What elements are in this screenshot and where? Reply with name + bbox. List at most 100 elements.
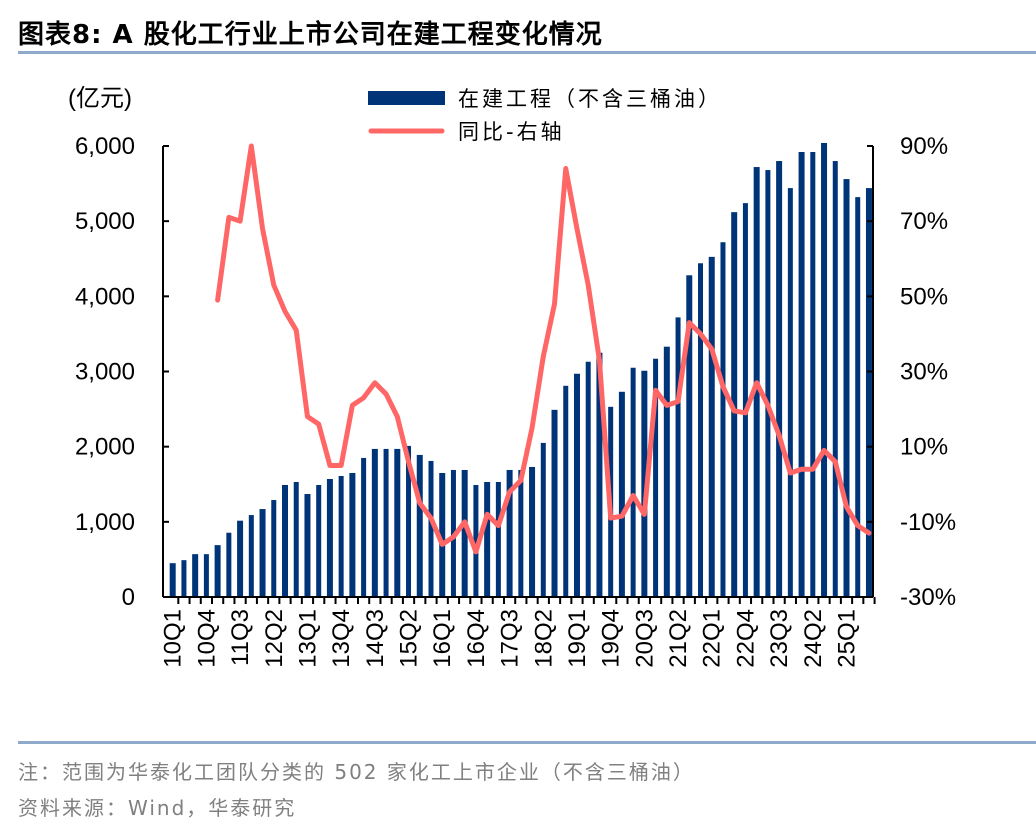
bar: [461, 469, 468, 597]
bar: [776, 161, 783, 598]
bar: [787, 188, 793, 598]
legend-line-label: 同比-右轴: [458, 120, 565, 144]
bar: [686, 275, 693, 597]
bar: [181, 560, 187, 597]
x-tick-label: 21Q2: [665, 609, 692, 668]
bar: [416, 454, 423, 597]
y-tick-label: 5,000: [75, 208, 135, 235]
bar: [720, 242, 726, 598]
bar: [518, 469, 524, 597]
y-axis-unit-label: (亿元): [68, 85, 132, 112]
x-tick-label: 13Q4: [328, 609, 355, 668]
bar: [731, 212, 738, 597]
bar: [663, 346, 670, 597]
x-tick-label: 16Q1: [429, 609, 456, 668]
bar: [573, 373, 580, 597]
y-tick-label: 6,000: [75, 133, 135, 160]
y2-tick-label: 30%: [900, 359, 948, 386]
bar: [529, 466, 536, 597]
bar: [821, 142, 828, 597]
x-tick-label: 13Q1: [294, 609, 321, 668]
x-tick-label: 23Q3: [766, 609, 793, 668]
x-tick-label: 19Q4: [598, 609, 625, 668]
bar: [473, 485, 479, 597]
x-tick-label: 11Q3: [227, 609, 254, 666]
bar: [843, 179, 850, 597]
bar: [596, 352, 603, 597]
bar: [484, 481, 491, 597]
bar: [226, 532, 232, 597]
bar: [361, 457, 367, 597]
bar: [585, 361, 591, 597]
bar: [304, 494, 311, 597]
bar: [282, 485, 288, 597]
y2-tick-label: 50%: [900, 283, 948, 310]
bar: [248, 515, 254, 597]
legend-bar-label: 在建工程（不含三桶油）: [458, 87, 722, 111]
bar: [495, 481, 501, 597]
bar: [551, 409, 558, 597]
footnote: 注：范围为华泰化工团队分类的 502 家化工上市企业（不含三桶油）: [18, 760, 695, 784]
x-tick-label: 22Q1: [699, 609, 726, 668]
bar: [765, 170, 771, 597]
bar: [383, 448, 389, 597]
bar: [630, 367, 636, 597]
bar: [618, 391, 625, 597]
bar: [832, 161, 838, 598]
x-tick-label: 15Q2: [396, 609, 423, 668]
x-tick-label: 10Q4: [193, 609, 220, 668]
bar: [293, 481, 299, 597]
bar: [865, 188, 872, 598]
x-tick-label: 10Q1: [160, 609, 187, 668]
legend-bar-swatch: [368, 91, 445, 105]
x-tick-label: 20Q3: [631, 609, 658, 668]
bar: [349, 472, 356, 597]
bar: [540, 442, 546, 597]
x-tick-label: 24Q2: [800, 609, 827, 668]
bar: [214, 545, 221, 597]
bar: [406, 445, 412, 597]
bar: [203, 554, 209, 597]
x-tick-label: 12Q2: [261, 609, 288, 668]
bar: [394, 448, 401, 597]
bar: [698, 263, 704, 597]
bar: [316, 485, 322, 597]
bar: [742, 203, 748, 598]
x-tick-label: 16Q4: [463, 609, 490, 668]
title-divider: [18, 51, 1036, 54]
y-tick-label: 0: [122, 584, 135, 611]
chart-title: 图表8: A 股化工行业上市公司在建工程变化情况: [18, 20, 603, 50]
y2-tick-label: 10%: [900, 434, 948, 461]
y2-tick-label: -10%: [900, 509, 956, 536]
bar: [563, 385, 569, 597]
bar: [428, 460, 434, 597]
legend: 在建工程（不含三桶油） 同比-右轴: [368, 87, 722, 144]
bar: [653, 358, 659, 597]
y-tick-label: 3,000: [75, 359, 135, 386]
x-tick-label: 17Q3: [497, 609, 524, 668]
bar: [271, 500, 277, 597]
x-tick-label: 14Q3: [362, 609, 389, 668]
y-tick-label: 4,000: [75, 283, 135, 310]
y2-tick-label: 70%: [900, 208, 948, 235]
bar: [641, 370, 648, 597]
y-tick-label: 1,000: [75, 509, 135, 536]
bar: [708, 256, 715, 597]
x-tick-label: 25Q1: [834, 609, 861, 668]
bar: [259, 509, 266, 597]
bar: [439, 472, 446, 597]
bar: [237, 520, 244, 597]
source-note: 资料来源：Wind，华泰研究: [18, 796, 297, 820]
bar: [855, 197, 861, 597]
footer-divider: [18, 741, 1036, 744]
bar: [169, 563, 176, 597]
bar: [338, 475, 344, 597]
bar: [798, 152, 805, 597]
bar: [371, 448, 378, 597]
bar: [675, 317, 681, 597]
bar: [810, 152, 816, 597]
bar: [326, 478, 333, 597]
x-tick-label: 19Q1: [564, 609, 591, 668]
bar: [506, 469, 513, 597]
